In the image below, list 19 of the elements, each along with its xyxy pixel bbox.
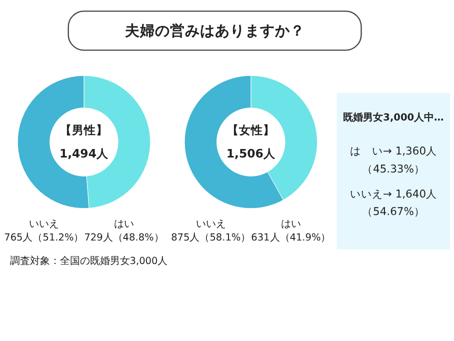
text: （45.33%） bbox=[362, 162, 425, 176]
slice-label: はい bbox=[114, 218, 134, 230]
text: 1,506人 bbox=[226, 146, 276, 161]
text: 【女性】 bbox=[226, 123, 275, 138]
text: 既婚男女3,000人中… bbox=[343, 112, 444, 124]
slice-label: はい bbox=[280, 218, 301, 230]
text: 夫婦の営みはありますか？ bbox=[124, 22, 305, 40]
text: いいえ→ 1,640人 bbox=[350, 188, 438, 201]
text: 1,494人 bbox=[59, 146, 110, 161]
data-label: 729人（48.8%） bbox=[84, 232, 164, 244]
slice-label: いいえ bbox=[196, 218, 226, 230]
data-label: 765人（51.2%） bbox=[4, 232, 84, 244]
data-label: 875人（58.1%） bbox=[171, 232, 251, 244]
text: は い→ 1,360人 bbox=[350, 144, 438, 158]
data-label: 631人（41.9%） bbox=[251, 232, 331, 244]
text: 調査対象：全国の既婚男女3,000人 bbox=[10, 255, 168, 268]
text: （54.67%） bbox=[362, 205, 425, 218]
text: 【男性】 bbox=[60, 123, 108, 138]
slice-label: いいえ bbox=[28, 218, 59, 230]
